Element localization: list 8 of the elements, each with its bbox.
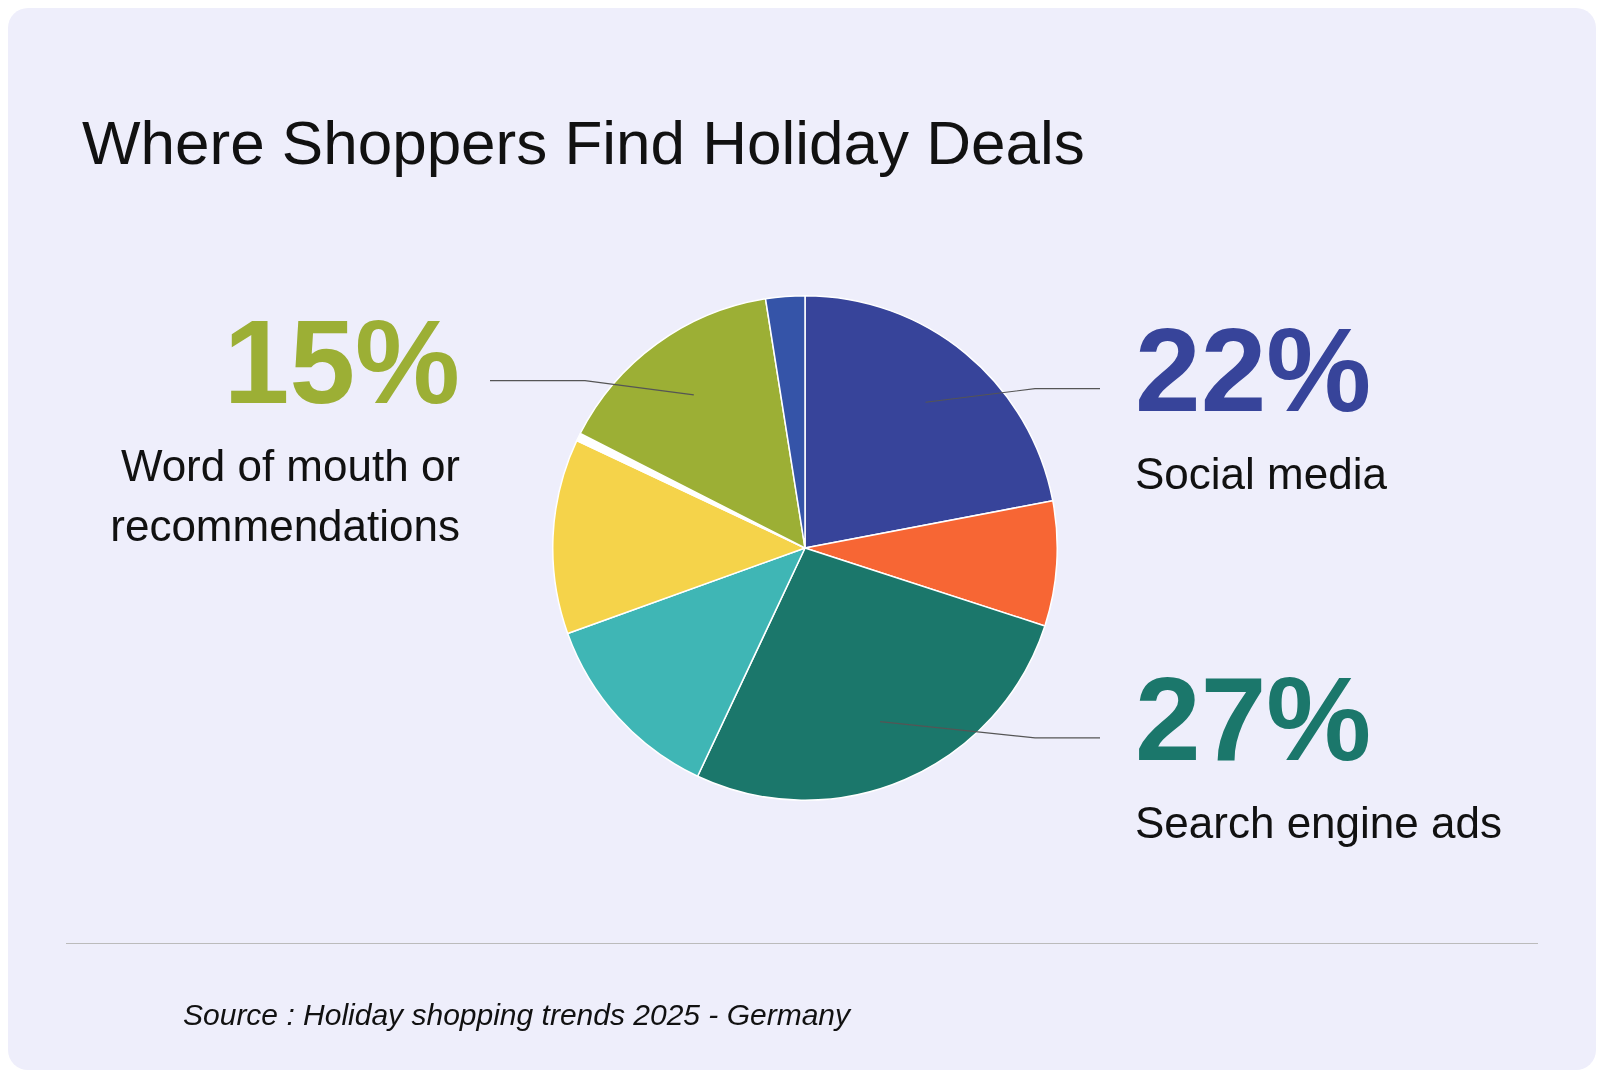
data-label: 22% bbox=[1135, 304, 1372, 437]
slice-label: Social media bbox=[1135, 448, 1388, 498]
slice-label: Search engine ads bbox=[1135, 797, 1502, 847]
source-note: Source : Holiday shopping trends 2025 - Germany bbox=[183, 998, 851, 1032]
slice-label: Word of mouth or recommendations bbox=[110, 440, 460, 550]
chart-title: Where Shoppers Find Holiday Deals bbox=[82, 108, 1085, 177]
data-label: 27% bbox=[1135, 653, 1372, 786]
data-label: 15% bbox=[223, 296, 460, 429]
